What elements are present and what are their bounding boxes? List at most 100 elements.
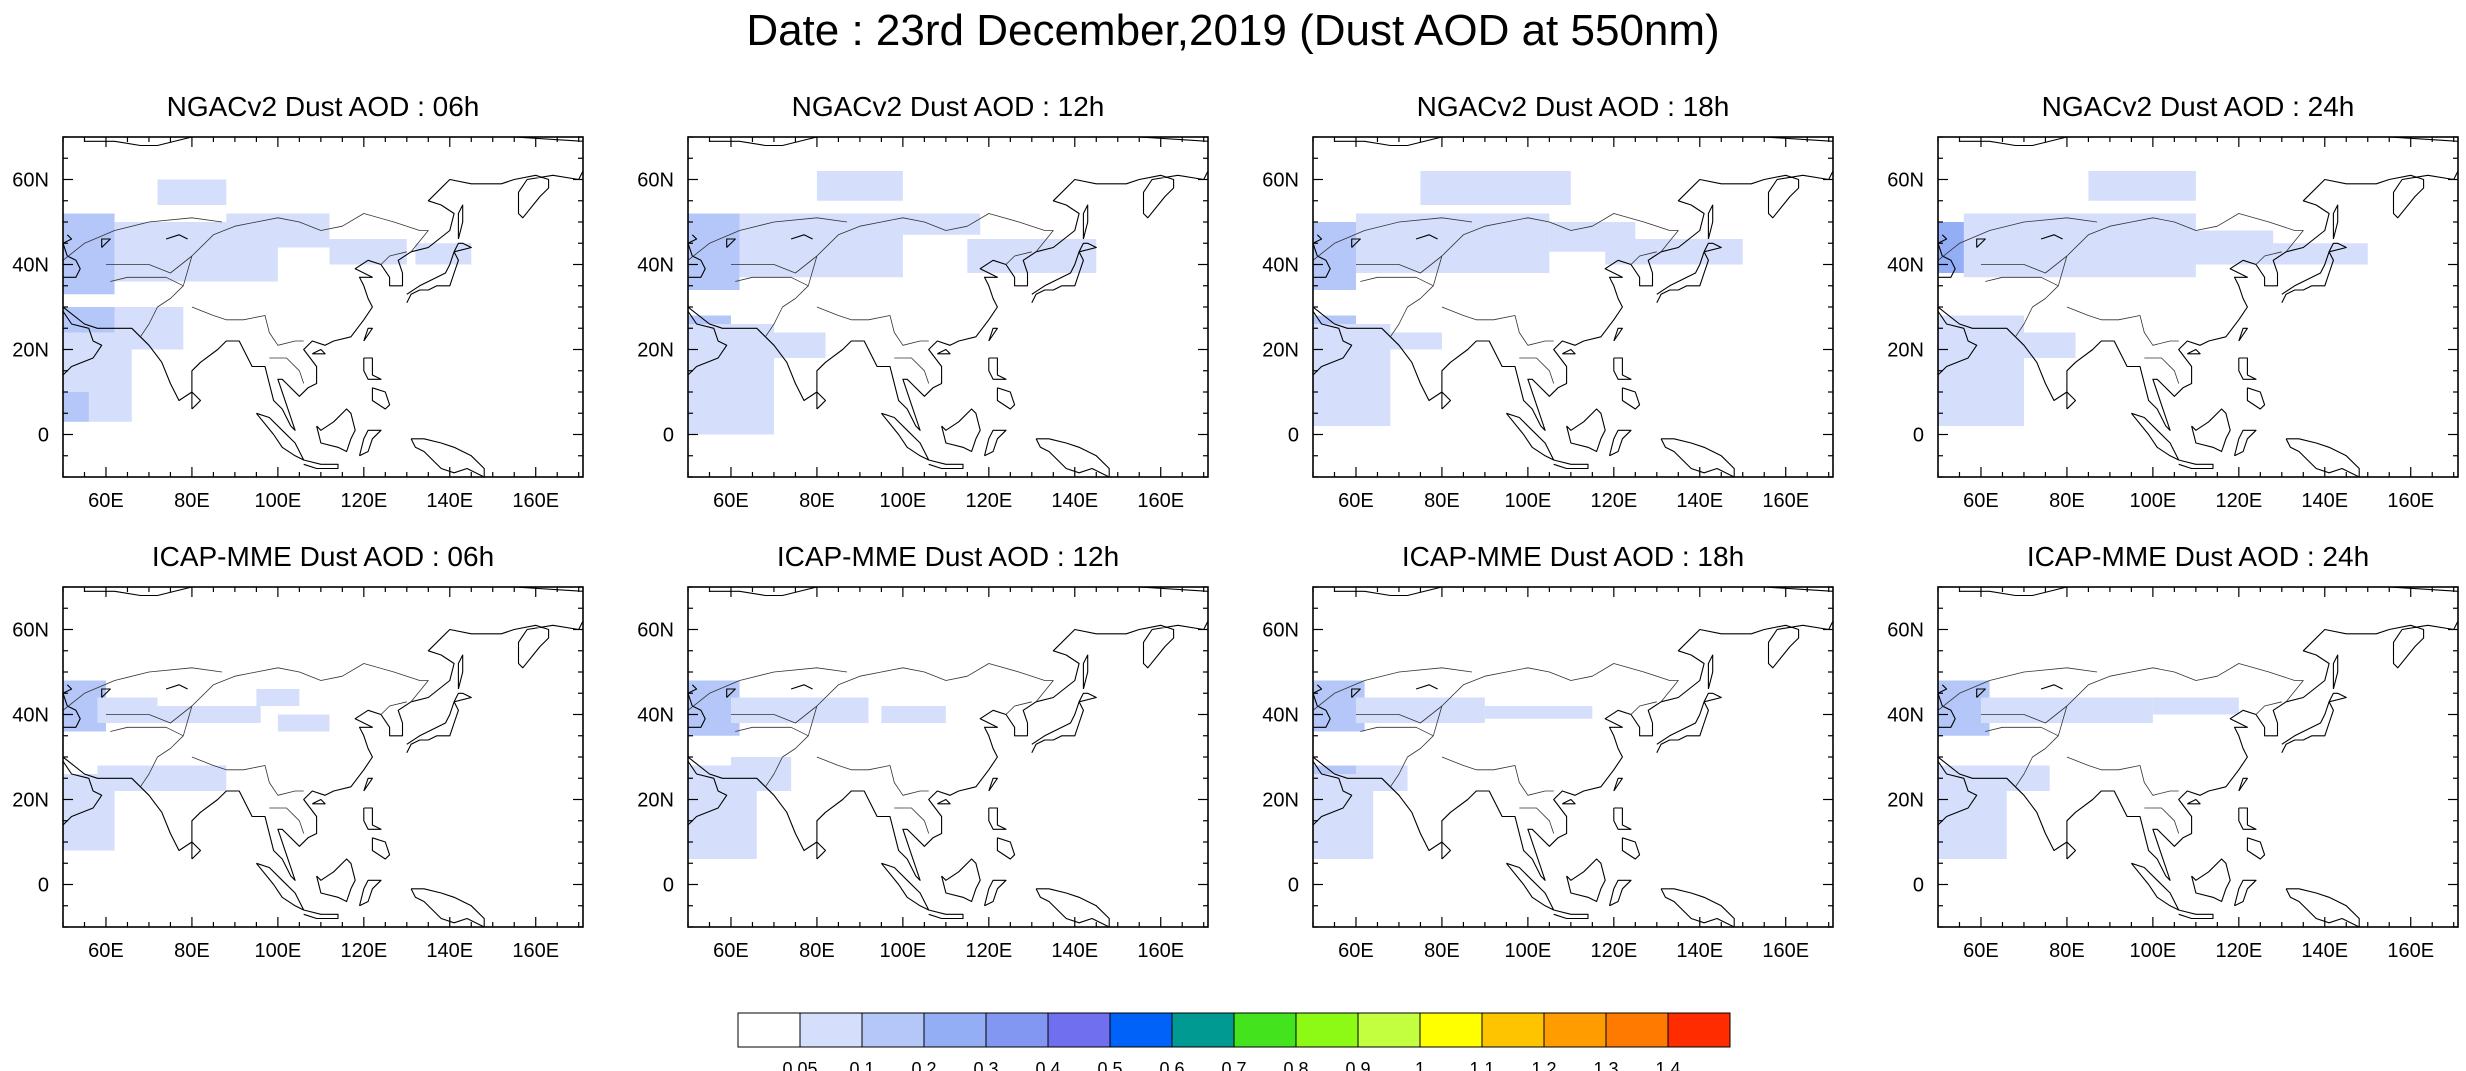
colorbar-box: [1233, 1012, 1297, 1048]
lat-tick-label: 20N: [1887, 790, 1924, 812]
country-border: [63, 667, 223, 711]
coastline: [988, 357, 1007, 380]
coastlines: [1938, 137, 2458, 477]
coastline: [1938, 234, 1956, 278]
coastline: [303, 459, 339, 470]
country-border: [2144, 807, 2180, 834]
panel-title: NGACv2 Dust AOD : 06h: [166, 91, 480, 122]
coastline: [2178, 459, 2214, 470]
country-border: [1360, 726, 1434, 737]
aod-cell: [1605, 239, 1743, 265]
map-panel: 60E 80E 100E 120E 140E 160E 0 20N 40N 60N: [1887, 136, 2459, 512]
coastline: [688, 310, 728, 376]
country-border: [688, 667, 848, 711]
coastline: [1566, 408, 1606, 453]
coastline: [709, 587, 1208, 597]
coastline: [1553, 909, 1589, 920]
panel-title: ICAP-MME Dust AOD : 12h: [776, 541, 1120, 572]
coastline: [1959, 587, 2458, 597]
coastline: [790, 684, 813, 690]
lon-tick-label: 100E: [1505, 940, 1552, 962]
lon-tick-label: 120E: [340, 490, 387, 512]
panel-title: ICAP-MME Dust AOD : 06h: [151, 541, 495, 572]
coastline: [2332, 654, 2339, 690]
coastline: [2233, 879, 2257, 907]
country-border: [1519, 807, 1555, 834]
country-border: [731, 663, 1054, 724]
lat-tick-label: 0: [1913, 875, 1924, 897]
coastline: [363, 807, 382, 830]
country-border: [191, 306, 304, 346]
lon-tick-label: 80E: [1424, 490, 1460, 512]
coastline: [2238, 807, 2257, 830]
coastline: [941, 858, 981, 903]
lon-tick-label: 100E: [2130, 940, 2177, 962]
lat-tick-label: 0: [663, 875, 674, 897]
country-border: [380, 701, 407, 715]
aod-cell: [1484, 706, 1593, 719]
coastline: [457, 654, 464, 690]
aod-cell: [967, 239, 1097, 273]
colorbar-box: [737, 1012, 801, 1048]
aod-cell: [881, 706, 946, 723]
aod-cell: [2152, 697, 2239, 715]
country-border: [110, 276, 184, 287]
coastlines: [1313, 587, 1833, 927]
coastline: [1938, 310, 1978, 376]
colorbar-box: [1109, 1012, 1173, 1048]
coastline: [363, 777, 373, 792]
lon-tick-label: 60E: [1338, 940, 1374, 962]
lat-tick-label: 0: [38, 875, 49, 897]
colorbar-label: 0.9: [1345, 1059, 1370, 1071]
map-background: [1938, 137, 2458, 477]
coastline: [988, 807, 1007, 830]
colorbar-box: [861, 1012, 925, 1048]
coastlines: [688, 587, 1208, 927]
coastline: [1938, 760, 1978, 826]
coastline: [1656, 242, 1722, 304]
country-border: [2015, 705, 2068, 788]
coastlines: [63, 137, 583, 477]
country-border: [1985, 276, 2059, 287]
coastline: [316, 858, 356, 903]
map-panels: 60E 80E 100E 120E 140E 160E 0 20N 40N 60N 60E 80E 10…: [12, 136, 2459, 962]
lon-tick-label: 60E: [88, 490, 124, 512]
lon-tick-label: 100E: [255, 490, 302, 512]
country-border: [1313, 217, 1473, 261]
aod-cell: [739, 332, 826, 358]
coastline: [1660, 888, 1735, 927]
lat-tick-label: 60N: [1262, 620, 1299, 642]
coastline: [790, 234, 813, 240]
lat-tick-label: 0: [1288, 875, 1299, 897]
coastline: [1613, 357, 1632, 380]
aod-cell: [63, 392, 89, 422]
lon-tick-label: 160E: [2387, 940, 2434, 962]
coastline: [1082, 654, 1089, 690]
aod-shading: [1938, 171, 2368, 426]
country-border: [1630, 251, 1657, 265]
coastline: [1660, 438, 1735, 477]
lon-tick-label: 80E: [174, 490, 210, 512]
country-border: [106, 663, 429, 724]
aod-cell: [1355, 213, 1550, 273]
colorbar-label: 1.1: [1469, 1059, 1494, 1071]
lat-tick-label: 0: [1288, 425, 1299, 447]
coastline: [816, 391, 827, 410]
aod-shading: [63, 680, 330, 851]
lat-tick-label: 40N: [12, 255, 49, 277]
coastline: [371, 837, 391, 860]
colorbar-label: 0.6: [1159, 1059, 1184, 1071]
coastline: [410, 888, 485, 927]
aod-shading: [1313, 171, 1743, 426]
colorbar-box: [1481, 1012, 1545, 1048]
map-background: [688, 137, 1208, 477]
coastline: [688, 620, 1208, 881]
coastline: [1608, 879, 1632, 907]
coastline: [1441, 841, 1452, 860]
coastline: [928, 459, 964, 470]
coastline: [1938, 620, 2458, 881]
coastline: [371, 387, 391, 410]
lon-tick-label: 80E: [2049, 490, 2085, 512]
country-border: [380, 251, 407, 265]
country-border: [2255, 251, 2282, 265]
